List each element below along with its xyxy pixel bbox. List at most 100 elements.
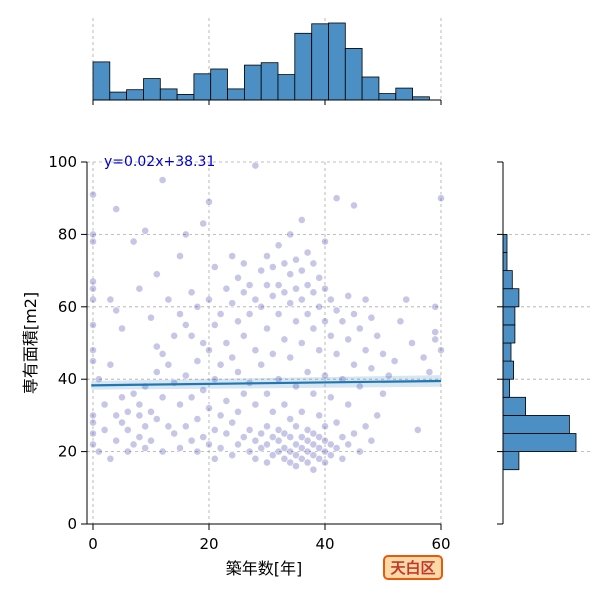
top-hist-bar [126,89,144,101]
scatter-point [297,215,306,224]
scatter-point [181,320,190,329]
right-histogram-bars [502,233,577,471]
scatter-point [425,368,434,376]
scatter-point [297,433,306,441]
scatter-point [268,291,277,300]
scatter-point [431,302,440,311]
scatter-point [292,451,300,460]
scatter-point [332,418,341,427]
scatter-point [344,400,353,409]
top-hist-bar [378,93,397,101]
scatter-point [112,306,121,315]
scatter-point [158,393,167,402]
top-hist-bar [243,64,262,101]
scatter-point [234,368,242,376]
scatter-point [326,331,335,340]
scatter-point [297,407,306,416]
scatter-point [152,270,161,279]
scatter-point [431,328,440,336]
scatter-point [239,389,248,398]
scatter-point [350,310,358,318]
scatter-point [118,418,126,427]
scatter-point [332,444,341,452]
scatter-point [321,436,329,445]
scatter-point [234,440,242,449]
scatter-point [408,339,416,347]
scatter-point [94,447,103,456]
scatter-point [274,447,283,456]
top-hist-bar [277,74,296,101]
scatter-point [123,447,132,456]
scatter-point [89,418,97,427]
scatter-point [176,252,184,260]
scatter-point [321,447,329,456]
scatter-point [286,270,295,279]
scatter-point [234,407,242,416]
scatter-point [251,346,260,355]
scatter-point [309,440,318,449]
scatter-point [205,197,213,206]
scatter-point [321,237,329,246]
scatter-point [251,400,260,409]
y-tick-label: 100 [48,153,77,171]
scatter-point [263,324,271,333]
scatter-point [129,389,138,398]
scatter-point [152,368,161,376]
scatter-point [303,436,312,445]
scatter-point [89,230,97,239]
scatter-point [350,429,358,438]
scatter-point [344,291,353,300]
scatter-point [257,302,266,311]
scatter-point [123,425,132,434]
scatter-point [263,422,271,431]
scatter-point [193,357,202,365]
scatter-point [251,295,260,304]
scatter-point [309,288,318,297]
scatter-point [89,277,97,286]
right-hist-bar [502,451,520,471]
scatter-point [135,411,144,420]
scatter-point [321,422,329,431]
scatter-point [239,288,248,297]
scatter-point [245,281,254,289]
scatter-point [89,237,97,246]
scatter-point [390,357,399,365]
right-marginal-histogram [497,161,590,525]
scatter-point [170,429,179,438]
y-tick-label: 40 [58,370,77,388]
scatter-point [315,454,324,463]
scatter-point [338,454,347,463]
scatter-point [297,339,306,347]
scatter-point [268,263,277,271]
right-hist-bar [502,270,513,290]
top-hist-bar [92,61,111,101]
scatter-point [309,259,318,268]
scatter-point [344,440,353,449]
scatter-point [228,418,237,427]
scatter-point [89,411,97,420]
scatter-point [239,259,248,268]
scatter-point [135,284,144,293]
top-hist-bar [361,76,380,101]
scatter-point [118,324,126,333]
scatter-point [181,230,190,239]
scatter-point [303,281,312,289]
scatter-point [89,295,97,304]
scatter-point [326,295,335,304]
scatter-point [199,219,208,228]
scatter-point [152,342,161,351]
scatter-point [187,288,196,297]
regression-line [91,379,442,387]
scatter-point [187,331,196,340]
scatter-point [326,393,335,402]
scatter-point [373,331,382,340]
scatter-point [176,310,184,318]
top-hist-bar [395,87,413,101]
top-hist-bar [143,78,161,101]
scatter-point [234,273,242,282]
scatter-point [280,444,289,452]
scatter-point [274,310,283,318]
scatter-point [315,411,324,420]
scatter-point [100,400,109,409]
